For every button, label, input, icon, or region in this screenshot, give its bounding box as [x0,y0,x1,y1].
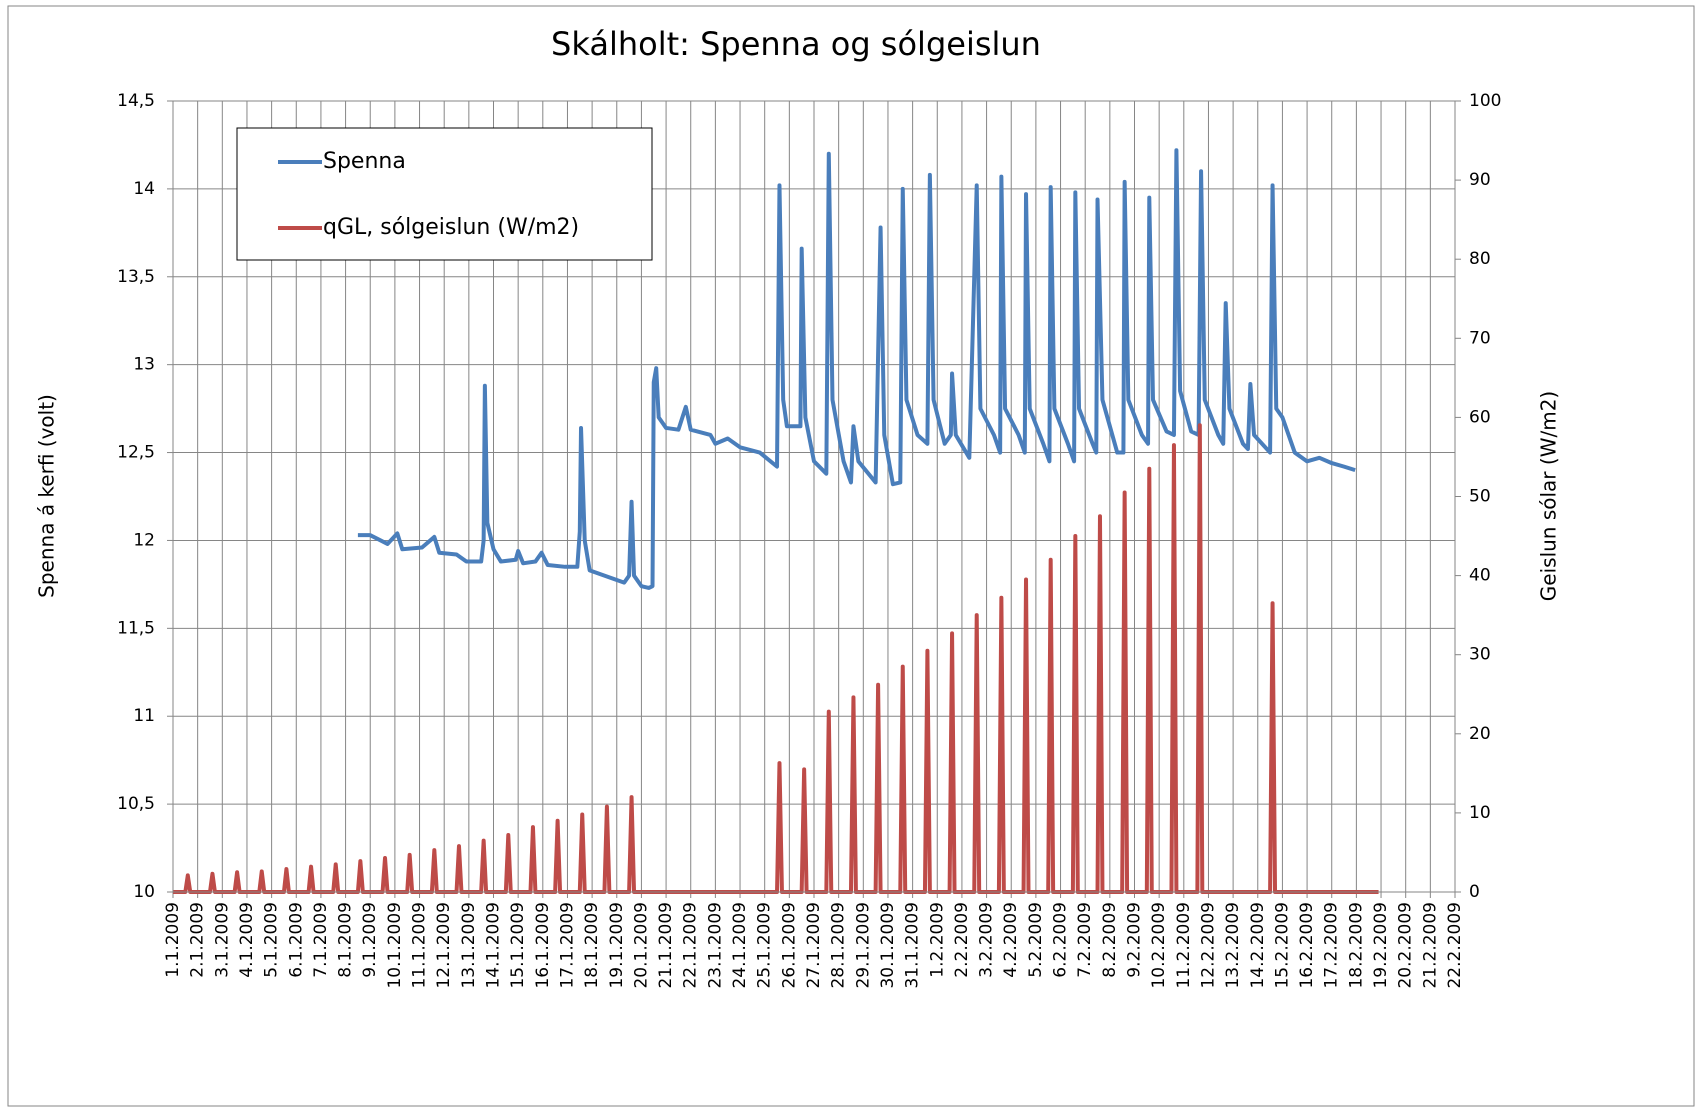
x-tick-label: 4.2.2009 [1001,902,1021,978]
x-tick-label: 12.2.2009 [1198,902,1218,989]
x-tick-label: 1.1.2009 [163,902,183,978]
x-tick-label: 7.1.2009 [311,902,331,978]
x-tick-label: 20.2.2009 [1396,902,1416,989]
y-tick-label: 13 [133,355,155,375]
y-tick-label: 11 [133,706,155,726]
x-tick-label: 15.1.2009 [508,902,528,989]
x-tick-label: 24.1.2009 [730,902,750,989]
x-tick-label: 7.2.2009 [1075,902,1095,978]
y2-tick-label: 50 [1469,487,1491,507]
x-tick-label: 5.2.2009 [1026,902,1046,978]
x-tick-label: 9.2.2009 [1125,902,1145,978]
y-tick-label: 12,5 [117,443,155,463]
y-tick-label: 10 [133,882,155,902]
y-tick-label: 14 [133,179,155,199]
x-tick-label: 21.1.2009 [656,902,676,989]
y-tick-label: 13,5 [117,267,155,287]
x-tick-label: 20.1.2009 [631,902,651,989]
x-tick-label: 15.2.2009 [1272,902,1292,989]
x-tick-label: 10.1.2009 [385,902,405,989]
x-tick-label: 6.1.2009 [286,902,306,978]
y2-tick-label: 80 [1469,249,1491,269]
x-tick-label: 19.1.2009 [607,902,627,989]
grid: 10 10,5 11 11,5 12 12,5 13 13,5 14 14,5 0 10 20 30 40 5… [117,91,1501,989]
x-tick-label: 29.1.2009 [853,902,873,989]
x-tick-label: 14.2.2009 [1248,902,1268,989]
y2-tick-label: 20 [1469,724,1491,744]
x-tick-label: 8.2.2009 [1100,902,1120,978]
legend-label: Spenna [323,149,406,174]
x-tick-label: 14.1.2009 [484,902,504,989]
legend: Spenna qGL, sólgeislun (W/m2) [236,127,653,261]
y2-axis-title: Geislun sólar (W/m2) [1537,391,1561,601]
y-axis-title: Spenna á kerfi (volt) [35,394,59,598]
x-tick-label: 13.2.2009 [1223,902,1243,989]
x-tick-label: 27.1.2009 [804,902,824,989]
x-tick-label: 18.1.2009 [582,902,602,989]
legend-label: qGL, sólgeislun (W/m2) [323,215,579,240]
y2-tick-label: 60 [1469,407,1491,427]
x-tick-label: 22.2.2009 [1445,902,1465,989]
y2-tick-label: 100 [1469,91,1501,111]
x-tick-label: 31.1.2009 [903,902,923,989]
x-tick-label: 26.1.2009 [779,902,799,989]
x-tick-label: 17.2.2009 [1322,902,1342,989]
y-tick-label: 14,5 [117,91,155,111]
x-tick-label: 22.1.2009 [681,902,701,989]
x-tick-label: 11.2.2009 [1174,902,1194,989]
x-tick-label: 21.2.2009 [1420,902,1440,989]
x-tick-label: 5.1.2009 [262,902,282,978]
x-tick-label: 8.1.2009 [336,902,356,978]
y2-tick-label: 40 [1469,566,1491,586]
x-tick-label: 12.1.2009 [434,902,454,989]
x-tick-label: 1.2.2009 [927,902,947,978]
y2-tick-label: 70 [1469,328,1491,348]
x-tick-label: 2.1.2009 [188,902,208,978]
series-line [357,148,1356,590]
x-tick-label: 10.2.2009 [1149,902,1169,989]
x-tick-label: 13.1.2009 [459,902,479,989]
x-tick-label: 18.2.2009 [1346,902,1366,989]
y-tick-label: 11,5 [117,618,155,638]
plot-frame [172,100,1456,893]
y2-tick-label: 30 [1469,645,1491,665]
x-tick-label: 23.1.2009 [705,902,725,989]
x-tick-label: 16.2.2009 [1297,902,1317,989]
x-tick-label: 28.1.2009 [829,902,849,989]
x-tick-label: 4.1.2009 [237,902,257,978]
y2-tick-label: 0 [1469,882,1480,902]
x-tick-label: 9.1.2009 [360,902,380,978]
x-tick-label: 19.2.2009 [1371,902,1391,989]
y-tick-label: 10,5 [117,794,155,814]
x-tick-label: 3.1.2009 [212,902,232,978]
x-tick-label: 11.1.2009 [410,902,430,989]
x-tick-label: 16.1.2009 [533,902,553,989]
y-tick-label: 12 [133,530,155,550]
x-tick-label: 17.1.2009 [557,902,577,989]
chart-title: Skálholt: Spenna og sólgeislun [551,25,1041,63]
x-tick-label: 6.2.2009 [1051,902,1071,978]
x-tick-label: 25.1.2009 [755,902,775,989]
y2-tick-label: 90 [1469,170,1491,190]
legend-box [236,127,653,261]
x-tick-label: 2.2.2009 [952,902,972,978]
x-tick-label: 30.1.2009 [878,902,898,989]
x-tick-label: 3.2.2009 [977,902,997,978]
y2-tick-label: 10 [1469,803,1491,823]
